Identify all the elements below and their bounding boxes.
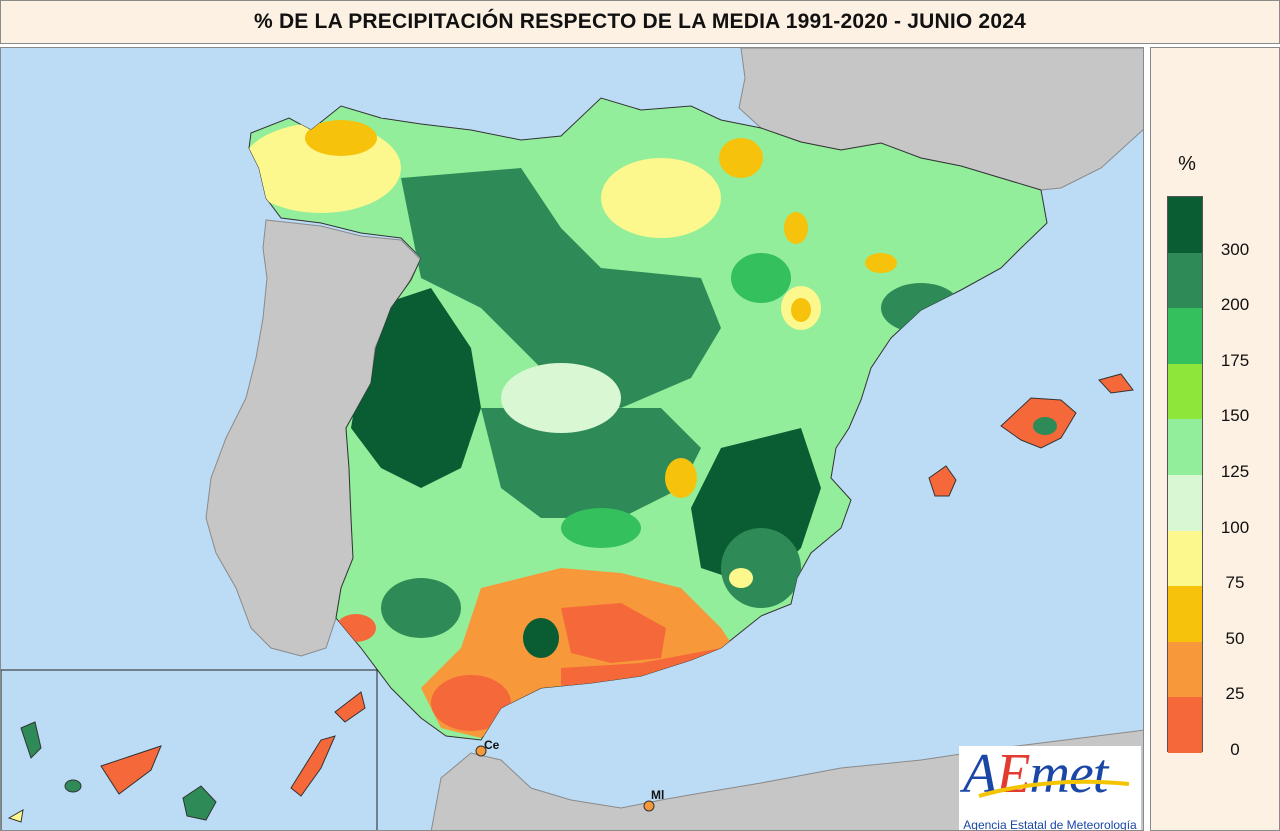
legend-swatch-25	[1168, 641, 1202, 698]
zone-175-aragon	[731, 253, 791, 303]
zone-50-almeria	[729, 568, 753, 588]
logo-swoosh	[978, 779, 1130, 798]
portugal-land	[205, 219, 422, 657]
zone-200-murcia	[721, 528, 801, 608]
legend-label-75: 75	[1225, 573, 1245, 593]
zone-200-center	[481, 408, 701, 518]
legend-panel: % 300 200 175 150 125 100 75 50 25 0	[1150, 47, 1280, 831]
legend-swatch-100	[1168, 475, 1202, 532]
aemet-logo-text: AEmet	[963, 743, 1108, 805]
canary-tenerife	[100, 745, 162, 795]
zone-0-huelva	[336, 614, 376, 642]
melilla-label: Ml	[651, 788, 665, 802]
aemet-logo-subtitle: Agencia Estatal de Meteorología	[963, 818, 1137, 831]
map-title: % DE LA PRECIPITACIÓN RESPECTO DE LA MED…	[254, 10, 1026, 33]
legend-unit: %	[1178, 153, 1196, 175]
legend-label-175: 175	[1220, 350, 1250, 370]
legend-label-100: 100	[1220, 517, 1250, 537]
zone-200-sevilla	[381, 578, 461, 638]
ceuta-label: Ce	[484, 738, 500, 752]
canary-hierro	[7, 809, 24, 823]
zone-0-andalusia	[561, 603, 666, 663]
legend-label-125: 125	[1220, 462, 1250, 481]
ibiza-island	[928, 465, 957, 497]
legend-swatch-125	[1168, 419, 1202, 476]
canary-grancanaria	[182, 785, 217, 821]
mallorca-zone-green	[1033, 417, 1057, 435]
zone-200-catalonia	[881, 283, 961, 333]
zone-50-lleida	[784, 212, 808, 244]
zone-200-granada	[523, 618, 559, 658]
zone-50-teruel	[791, 298, 811, 322]
title-bar: % DE LA PRECIPITACIÓN RESPECTO DE LA MED…	[0, 0, 1280, 44]
precipitation-zones	[249, 120, 961, 738]
menorca-island	[1098, 373, 1134, 394]
legend-swatch-50	[1168, 586, 1202, 643]
legend-label-25: 25	[1225, 684, 1245, 704]
zone-50-tarragona	[865, 253, 897, 273]
legend-swatch-300	[1168, 197, 1202, 254]
legend-label-50: 50	[1225, 628, 1245, 648]
zone-300-west	[401, 168, 721, 408]
canary-lapalma	[20, 721, 42, 759]
zone-0-cadiz	[431, 675, 511, 731]
melilla-marker	[643, 800, 655, 812]
zone-300-extremadura	[351, 288, 481, 488]
canary-lanzarote	[334, 691, 366, 723]
zone-75-navarra	[719, 138, 763, 178]
legend-label-300: 300	[1220, 239, 1250, 259]
legend-swatch-0	[1168, 697, 1202, 754]
precipitation-map	[1, 48, 1143, 830]
legend-swatch-200	[1168, 252, 1202, 309]
aemet-logo: AEmet Agencia Estatal de Meteorología	[959, 743, 1141, 831]
canary-gomera	[64, 779, 82, 793]
canary-fuerteventura	[290, 735, 336, 797]
legend-label-150: 150	[1220, 406, 1250, 426]
zone-175-jaen	[561, 508, 641, 548]
zone-100-cantabria	[601, 158, 721, 238]
zone-125-madrid	[501, 363, 621, 433]
legend-swatch-75	[1168, 530, 1202, 587]
legend-label-0: 0	[1230, 740, 1240, 759]
legend-label-200: 200	[1220, 295, 1250, 315]
legend-swatch-175	[1168, 308, 1202, 365]
map-panel: Ce Ml AEmet Agencia Estatal de Meteorolo…	[0, 47, 1144, 831]
legend-swatch-150	[1168, 363, 1202, 420]
legend-color-bar	[1167, 196, 1203, 754]
zone-75-cuenca	[665, 458, 697, 498]
zone-50-galicia	[305, 120, 377, 156]
ceuta-marker	[475, 745, 487, 757]
